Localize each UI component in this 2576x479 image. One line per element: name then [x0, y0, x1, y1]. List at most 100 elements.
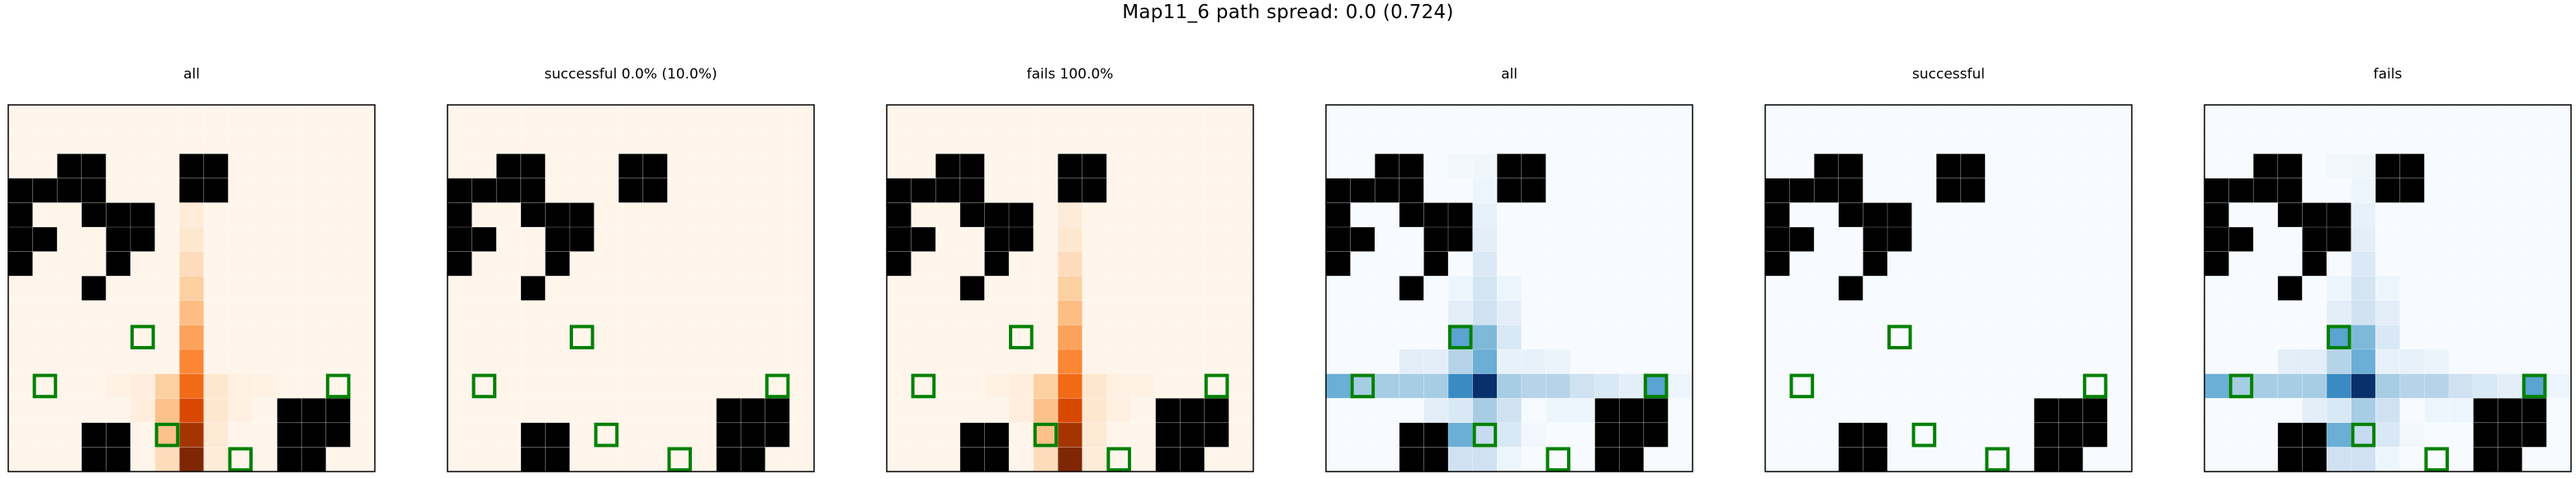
heatmap-cell [2399, 373, 2425, 399]
goal-marker [2351, 422, 2376, 448]
goal-marker [32, 373, 58, 399]
wall-cell [1765, 178, 1790, 203]
heatmap-cell [2424, 349, 2449, 374]
wall-cell [496, 154, 521, 178]
wall-cell [2034, 398, 2059, 423]
wall-cell [2058, 422, 2083, 448]
goal-marker [2522, 373, 2547, 399]
wall-cell [179, 154, 204, 178]
heatmap-cell [179, 373, 204, 399]
heatmap-cell [179, 276, 204, 301]
wall-cell [1326, 251, 1351, 277]
heatmap-cell [1570, 398, 1595, 423]
wall-cell [1058, 154, 1082, 178]
heatmap-cell [2351, 300, 2376, 325]
wall-cell [1399, 276, 1424, 301]
heatmap-cell [1033, 422, 1058, 448]
heatmap-cell [1058, 202, 1082, 227]
wall-cell [1643, 422, 1669, 448]
heatmap-cell [2546, 373, 2571, 399]
heatmap-cell [179, 325, 204, 349]
wall-cell [1423, 251, 1448, 277]
heatmap-cell [1106, 398, 1131, 423]
heatmap-cell [1448, 422, 1473, 448]
wall-cell [716, 447, 741, 472]
heatmap-cell [2351, 447, 2376, 472]
heatmap-cell [2327, 325, 2351, 349]
heatmap-cell [1546, 373, 1570, 399]
goal-marker [1643, 373, 1669, 399]
wall-cell [301, 398, 326, 423]
heatmap-cell [1033, 398, 1058, 423]
heatmap-cell [2498, 373, 2522, 399]
wall-cell [1863, 227, 1887, 252]
heatmap-cell [2351, 251, 2376, 277]
heatmap-cell [203, 373, 229, 399]
heatmap-panel-6 [2204, 104, 2572, 472]
heatmap-cell [1472, 251, 1498, 277]
wall-cell [2302, 447, 2327, 472]
wall-cell [1497, 178, 1522, 203]
heatmap-panel-3 [886, 104, 1254, 472]
goal-marker [1009, 325, 1034, 349]
axes-frame [7, 104, 376, 472]
wall-cell [447, 202, 472, 227]
heatmap-cell [1033, 447, 1058, 472]
wall-cell [2228, 227, 2254, 252]
wall-cell [325, 422, 351, 448]
wall-cell [81, 447, 107, 472]
heatmap-cell [1497, 398, 1522, 423]
wall-cell [887, 227, 912, 252]
wall-cell [2277, 422, 2303, 448]
heatmap-cell [228, 398, 253, 423]
wall-cell [2522, 398, 2547, 423]
heatmap-cell [1497, 447, 1522, 472]
wall-cell [2253, 178, 2278, 203]
wall-cell [1838, 447, 1863, 472]
wall-cell [2302, 251, 2327, 277]
heatmap-cell [1497, 373, 1522, 399]
goal-marker [667, 447, 693, 472]
wall-cell [911, 178, 936, 203]
wall-cell [2277, 154, 2303, 178]
heatmap-cell [2375, 373, 2400, 399]
goal-marker [1789, 373, 1815, 399]
wall-cell [1180, 422, 1205, 448]
wall-cell [57, 154, 82, 178]
heatmap-cell [179, 349, 204, 374]
wall-cell [642, 154, 668, 178]
wall-cell [984, 251, 1009, 277]
wall-cell [1326, 227, 1351, 252]
panel-4-title: all [1501, 66, 1518, 83]
heatmap-cell [1448, 349, 1473, 374]
wall-cell [2204, 251, 2229, 277]
heatmap-cell [2351, 325, 2376, 349]
heatmap-cell [154, 422, 180, 448]
heatmap-cell [179, 202, 204, 227]
heatmap-cell [2351, 373, 2376, 399]
wall-cell [2082, 422, 2108, 448]
wall-cell [618, 154, 643, 178]
heatmap-cell [203, 422, 229, 448]
heatmap-cell [1521, 373, 1546, 399]
wall-cell [1009, 202, 1034, 227]
heatmap-cell [1058, 227, 1082, 252]
goal-marker [1106, 447, 1132, 472]
axes-frame [447, 104, 815, 472]
wall-cell [2058, 447, 2083, 472]
goal-marker [1350, 373, 1376, 399]
wall-cell [203, 178, 229, 203]
wall-cell [1619, 422, 1644, 448]
heatmap-cell [984, 373, 1009, 399]
heatmap-cell [203, 447, 229, 472]
wall-cell [81, 422, 107, 448]
axes-frame [886, 104, 1254, 472]
wall-cell [1448, 202, 1473, 227]
wall-cell [959, 276, 985, 301]
wall-cell [106, 227, 130, 252]
heatmap-cell [2522, 373, 2547, 399]
heatmap-cell [2375, 447, 2400, 472]
wall-cell [2498, 447, 2522, 472]
wall-cell [545, 202, 570, 227]
panel-1-title: all [183, 66, 200, 83]
